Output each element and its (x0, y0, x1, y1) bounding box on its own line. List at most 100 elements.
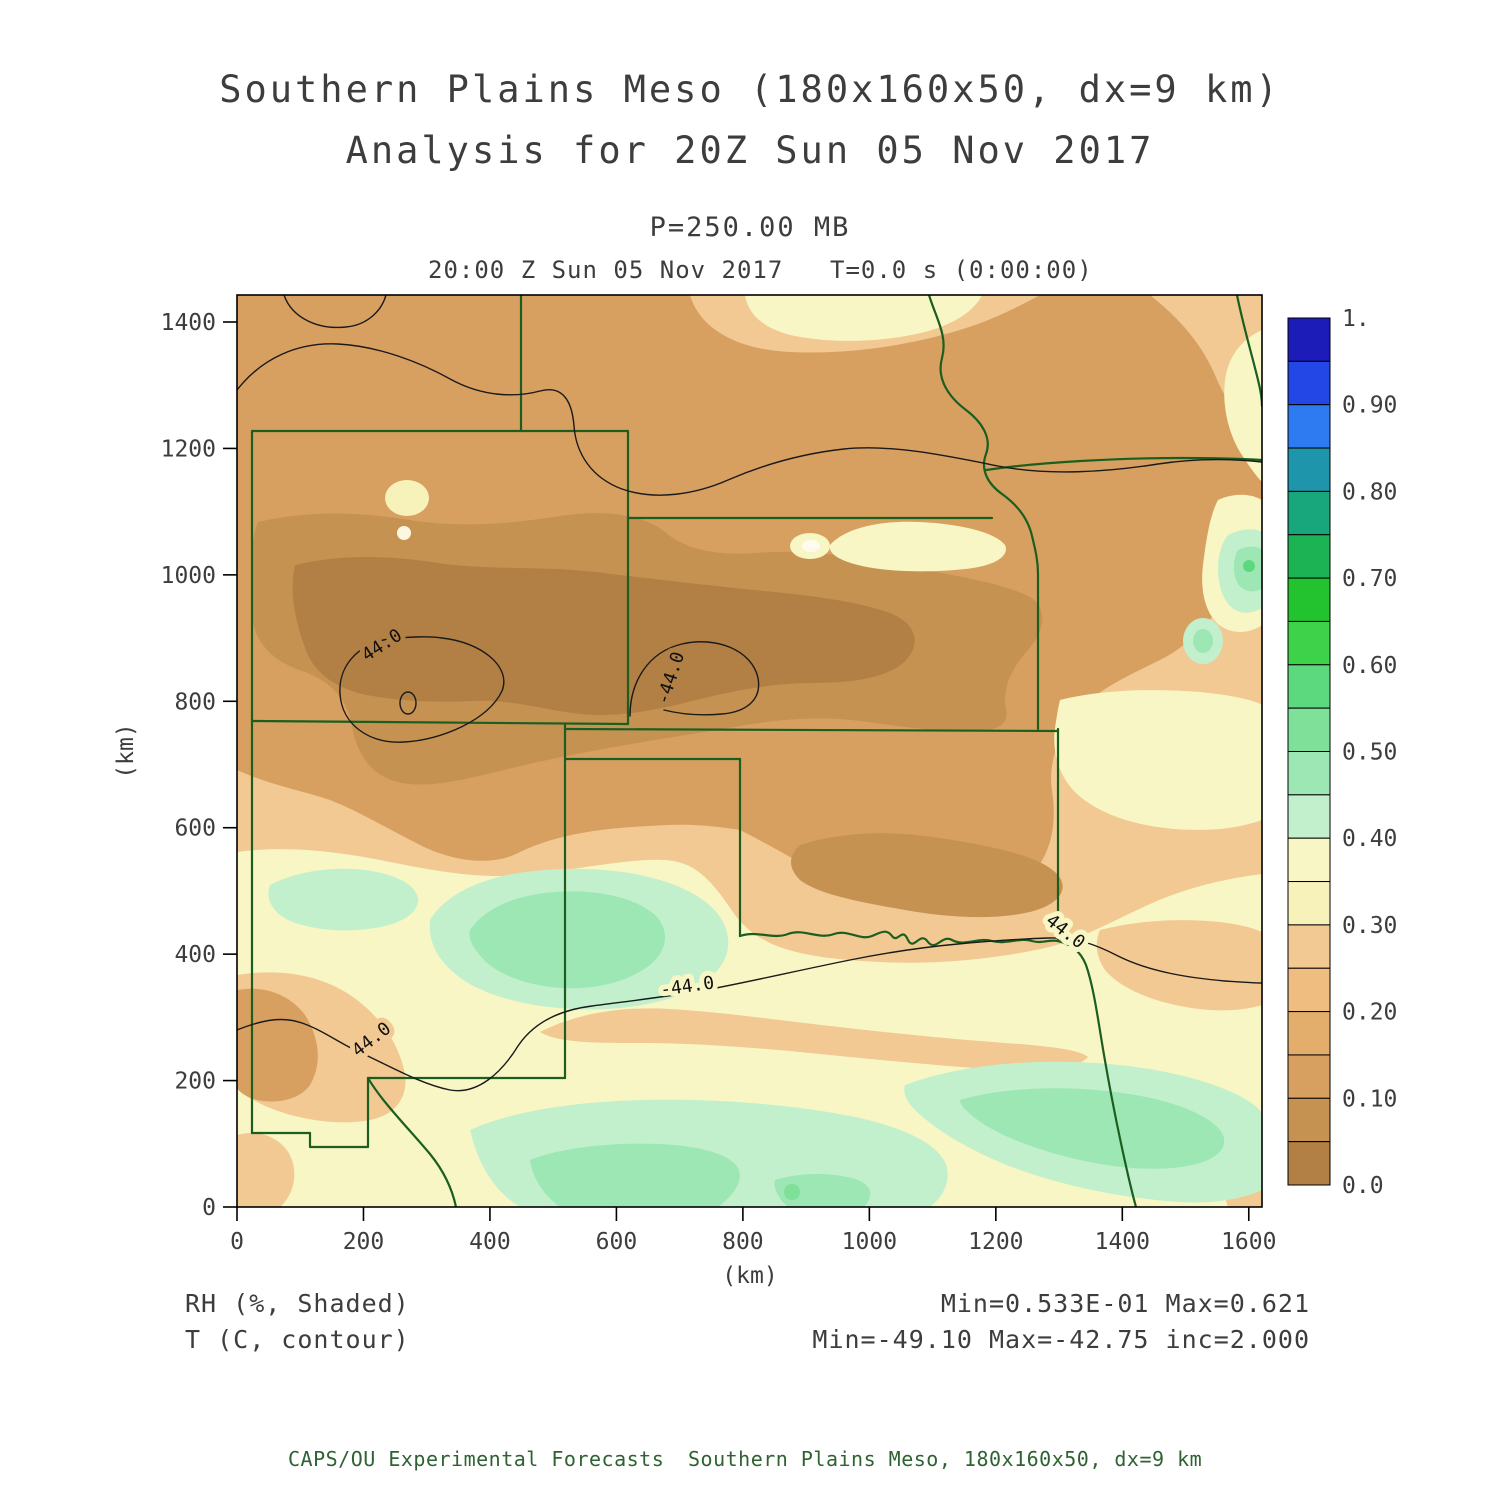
x-tick-label: 600 (596, 1229, 638, 1255)
colorbar-tick-label: 0.20 (1342, 1000, 1397, 1026)
colorbar-cell (1287, 1054, 1331, 1099)
colorbar-cell (1287, 447, 1331, 492)
colorbar-cell (1287, 751, 1331, 796)
y-tick-label: 600 (174, 816, 216, 842)
border-nm-mexico (250, 1076, 370, 1149)
colorbar-cell (1287, 1141, 1331, 1186)
rh-spot-colorado (385, 480, 429, 516)
colorbar-tick-label: 0.0 (1342, 1173, 1384, 1199)
colorbar-cell (1287, 1097, 1331, 1143)
state-borders (250, 295, 1262, 1207)
x-axis-label: (km) (722, 1263, 777, 1289)
rh-region-mint-bottomright (960, 1088, 1225, 1169)
colorbar-cell (1287, 620, 1331, 666)
rh-region-mint-bottom2 (774, 1174, 871, 1207)
title-line-1: Southern Plains Meso (180x160x50, dx=9 k… (219, 68, 1281, 111)
y-tick-label: 200 (174, 1069, 216, 1095)
border-ia-mo (984, 456, 1262, 472)
rh-spot-mint-right (1193, 629, 1213, 653)
temp-contour-south (237, 937, 1262, 1092)
border-ks-ok (563, 727, 1060, 733)
footer-right: Southern Plains Meso, 180x160x50, dx=9 k… (688, 1447, 1202, 1471)
colorbar-cell (1287, 967, 1331, 1013)
colorbar-cell (1287, 881, 1331, 926)
rh-region-yellow-rightedge-top (1224, 330, 1262, 482)
border-red-river (738, 930, 1060, 947)
shaded-stats: Min=0.533E-01 Max=0.621 (941, 1289, 1310, 1318)
colorbar-cell (1287, 317, 1331, 362)
colorbar-tick-label: 0.10 (1342, 1086, 1397, 1112)
x-tick-label: 0 (230, 1229, 244, 1255)
border-missouri-river (927, 295, 1040, 576)
footer-left: CAPS/OU Experimental Forecasts (288, 1447, 664, 1471)
colorbar-tick-label: 0.50 (1342, 740, 1397, 766)
title-line-2: Analysis for 20Z Sun 05 Nov 2017 (346, 129, 1155, 172)
rh-spot-ne-eye (802, 540, 820, 552)
colorbar-tick-label: 0.90 (1342, 393, 1397, 419)
temp-contour-loop-co (339, 636, 505, 743)
rh-region-peach-strip-south (540, 1008, 1088, 1071)
x-tick-label: 200 (343, 1229, 385, 1255)
rh-region-green-left (268, 868, 419, 931)
y-tick-label: 1200 (161, 436, 216, 462)
y-tick-label: 1000 (161, 563, 216, 589)
rh-region-brown-core (292, 556, 915, 716)
elapsed-time: T=0.0 s (0:00:00) (830, 256, 1093, 284)
border-colorado (250, 429, 630, 726)
border-rio-grande (366, 1076, 458, 1207)
colorbar-cell (1287, 664, 1331, 709)
x-tick-label: 1600 (1221, 1229, 1276, 1255)
rh-region-mint-bottom (530, 1143, 740, 1207)
x-axis: 0 200 400 600 800 1000 1200 1400 1600 (230, 1207, 1276, 1255)
colorbar-cell (1287, 534, 1331, 579)
colorbar-tick-label: 0.60 (1342, 653, 1397, 679)
colorbar-cell (1287, 837, 1331, 883)
temp-contour-north (237, 343, 1262, 496)
y-tick-label: 400 (174, 942, 216, 968)
contour-field-label: T (C, contour) (185, 1325, 410, 1354)
rh-region-yellow-ne-streak (829, 521, 1006, 572)
y-axis: 0 200 400 600 800 1000 1200 1400 (161, 310, 237, 1221)
colorbar-tick-label: 0.80 (1342, 479, 1397, 505)
colorbar-cell (1287, 577, 1331, 622)
rh-region-mint-tx (469, 891, 666, 989)
colorbar-tick-label: 0.40 (1342, 826, 1397, 852)
x-tick-label: 400 (469, 1229, 511, 1255)
pressure-level-label: P=250.00 MB (650, 212, 851, 243)
colorbar-cell (1287, 707, 1331, 753)
x-tick-label: 1400 (1095, 1229, 1150, 1255)
rh-shading (237, 295, 1262, 1207)
y-tick-label: 800 (174, 689, 216, 715)
temperature-contours (237, 295, 1262, 1092)
rh-region-tan-lowerleft (237, 988, 318, 1102)
rh-spot-white-co (397, 526, 411, 540)
colorbar-cell (1287, 360, 1331, 406)
x-tick-label: 1200 (968, 1229, 1023, 1255)
colorbar-tick-label: 1. (1342, 306, 1370, 332)
temp-contour-loop-co-inner (399, 691, 417, 715)
x-tick-label: 1000 (842, 1229, 897, 1255)
valid-time: 20:00 Z Sun 05 Nov 2017 (428, 256, 783, 284)
border-tx-la (1056, 939, 1138, 1207)
temp-contour-loop-ks (629, 641, 760, 717)
rh-spot-bright-green2 (784, 1184, 800, 1200)
rh-region-brown-oklahoma (791, 833, 1063, 918)
contour-stats: Min=-49.10 Max=-42.75 inc=2.000 (812, 1325, 1310, 1354)
colorbar-cell (1287, 794, 1331, 839)
colorbar-tick-label: 0.30 (1342, 913, 1397, 939)
colorbar-cell (1287, 1011, 1331, 1056)
plot-frame (236, 294, 1263, 1208)
shaded-field-label: RH (%, Shaded) (185, 1289, 410, 1318)
x-tick-label: 800 (722, 1229, 764, 1255)
colorbar-cell (1287, 490, 1331, 536)
y-tick-label: 1400 (161, 310, 216, 336)
rh-region-peach-right-south (1096, 920, 1262, 1011)
rh-region-yellow-topspot (745, 295, 982, 341)
y-tick-label: 0 (202, 1195, 216, 1221)
map-plot: 44.0 -44.0 44.0 -44.0 44.0 (237, 295, 1262, 1207)
colorbar-tick-label: 0.70 (1342, 566, 1397, 592)
temp-contour-top-loop (283, 295, 387, 329)
colorbar-cell (1287, 924, 1331, 969)
